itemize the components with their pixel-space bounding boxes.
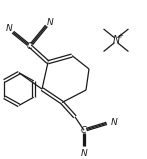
Text: N: N (111, 118, 118, 127)
Text: C: C (81, 126, 87, 135)
Text: N: N (47, 17, 53, 27)
Text: C: C (27, 42, 33, 52)
Text: N: N (6, 24, 12, 33)
Text: +: + (118, 33, 123, 39)
Text: N: N (112, 35, 120, 45)
Text: N: N (81, 149, 87, 158)
